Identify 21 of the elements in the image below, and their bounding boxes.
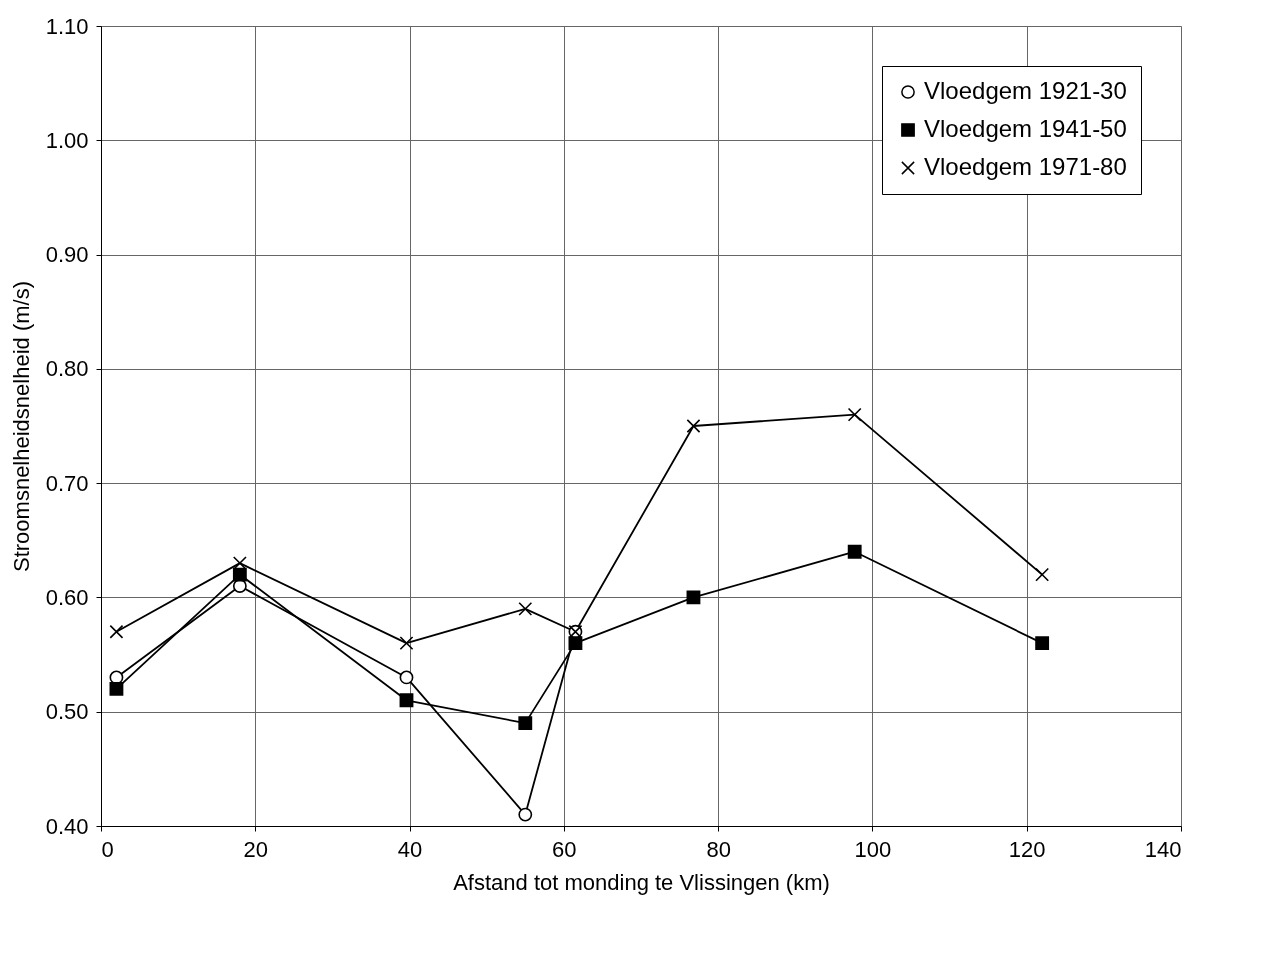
legend-label: Vloedgem 1971-80 (924, 153, 1127, 180)
legend-label: Vloedgem 1941-50 (924, 115, 1127, 142)
x-axis-title: Afstand tot monding te Vlissingen (km) (453, 869, 830, 895)
x-tick-label: 60 (552, 836, 577, 862)
y-tick-label: 0.40 (45, 813, 89, 839)
legend-label: Vloedgem 1921-30 (924, 77, 1127, 104)
x-tick-label: 0 (101, 836, 114, 862)
y-tick-label: 0.60 (45, 584, 89, 610)
x-tick-label: 100 (854, 836, 892, 862)
x-tick-label: 20 (243, 836, 269, 862)
y-tick-label: 0.80 (45, 356, 89, 382)
y-tick-label: 1.00 (45, 127, 89, 153)
y-axis-title: Stroomsnelheidsnelheid (m/s) (8, 280, 34, 573)
y-tick-label: 0.70 (45, 470, 89, 496)
x-tick-label: 120 (1008, 836, 1046, 862)
x-tick-label: 80 (706, 836, 731, 862)
x-tick-label: 140 (1144, 836, 1182, 862)
y-tick-label: 0.50 (45, 699, 89, 725)
y-tick-label: 1.10 (45, 13, 89, 39)
y-tick-label: 0.90 (45, 242, 89, 268)
x-tick-label: 40 (397, 836, 423, 862)
